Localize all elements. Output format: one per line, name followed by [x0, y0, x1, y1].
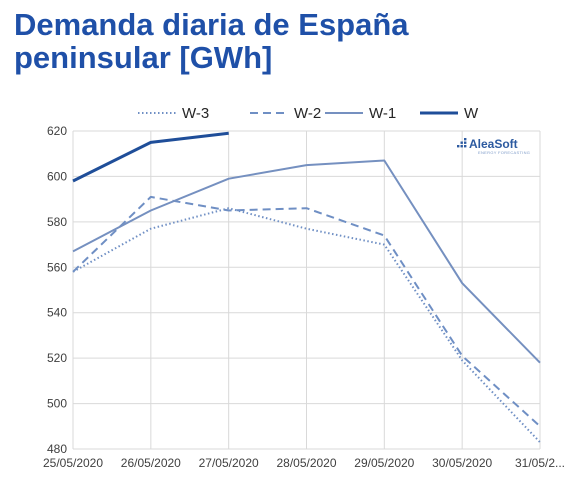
series-lines [72, 131, 541, 443]
y-tick-label: 520 [47, 351, 67, 365]
x-tick-label: 28/05/2020 [276, 456, 336, 470]
legend-label-w-1: W-1 [369, 105, 396, 122]
x-tick-label: 29/05/2020 [354, 456, 414, 470]
logo-tagline: ENERGY FORECASTING [478, 150, 530, 155]
y-tick-label: 540 [47, 306, 67, 320]
x-tick-label: 27/05/2020 [199, 456, 259, 470]
logo-icon [457, 138, 467, 148]
legend-label-w-2: W-2 [294, 105, 321, 122]
legend-label-w: W [464, 105, 479, 122]
series-line-w [72, 131, 229, 183]
series-line-w-3 [72, 207, 541, 443]
x-tick-label: 31/05/2... [515, 456, 565, 470]
aleasoft-logo: AleaSoft ENERGY FORECASTING [457, 137, 530, 155]
chart-title: Demanda diaria de España peninsular [GWh… [14, 7, 409, 75]
y-tick-label: 500 [47, 397, 67, 411]
series-line-w-1 [72, 159, 541, 364]
x-tick-label: 30/05/2020 [432, 456, 492, 470]
y-tick-label: 600 [47, 169, 67, 183]
y-tick-label: 480 [47, 442, 67, 456]
x-tick-label: 26/05/2020 [121, 456, 181, 470]
logo-name: AleaSoft [469, 137, 518, 151]
series-line-w-2 [72, 195, 541, 428]
legend-label-w-3: W-3 [182, 105, 209, 122]
y-tick-label: 560 [47, 260, 67, 274]
legend: W-3 W-2 W-1 W [138, 105, 479, 122]
grid [72, 130, 541, 450]
y-tick-label: 580 [47, 215, 67, 229]
y-tick-label: 620 [47, 124, 67, 138]
x-tick-label: 25/05/2020 [43, 456, 103, 470]
axes: 480 500 520 540 560 580 600 620 25/05/2020 26/05/… [43, 124, 565, 470]
